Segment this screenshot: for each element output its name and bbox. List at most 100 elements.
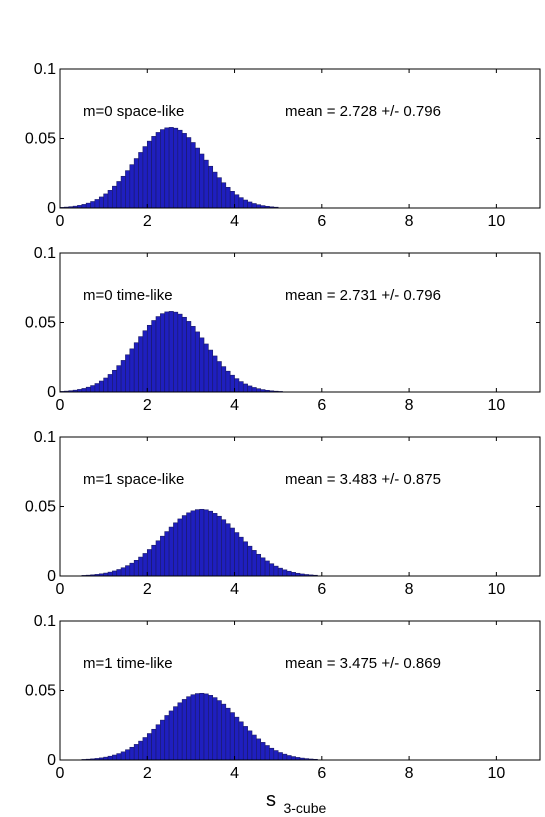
histogram-bar	[229, 374, 235, 393]
x-tick-label: 2	[143, 581, 152, 598]
histogram-bar	[173, 127, 179, 209]
histogram-bar	[264, 560, 270, 577]
x-axis-label: s 3-cube	[266, 789, 326, 816]
histogram-bar	[133, 342, 139, 393]
histogram-bar	[142, 330, 148, 393]
mean-annotation: mean = 2.728 +/- 0.796	[285, 103, 441, 120]
histogram-bar	[160, 719, 166, 761]
histogram-bar	[247, 201, 253, 209]
histogram-bar	[160, 535, 166, 577]
histogram-bar	[142, 553, 148, 577]
histogram-bar	[129, 562, 135, 577]
histogram-bar	[133, 560, 139, 577]
histogram-bar	[251, 550, 257, 577]
histogram-bar	[216, 361, 222, 393]
series-annotation: m=0 space-like	[83, 103, 184, 120]
histogram-bar	[125, 565, 131, 577]
histogram-bar	[273, 565, 279, 577]
histogram-bar	[120, 567, 126, 577]
histogram-bar	[282, 569, 288, 577]
y-tick-label: 0	[47, 568, 56, 585]
histogram-bar	[229, 527, 235, 577]
histogram-bar	[234, 194, 240, 209]
axes-frame	[59, 436, 541, 577]
histogram-bar	[247, 545, 253, 577]
y-tick-label: 0.1	[34, 429, 56, 446]
histogram-bar	[186, 512, 192, 577]
histogram-bar	[186, 696, 192, 761]
histogram-bar	[116, 365, 122, 393]
histogram-bar	[129, 746, 135, 761]
histogram-bar	[155, 132, 161, 209]
histogram-bar	[282, 753, 288, 761]
histogram-bar	[212, 513, 218, 577]
histogram-bar	[234, 716, 240, 761]
x-tick-label: 0	[56, 213, 65, 230]
panel: 0 2 4 6 8 10 0 0.05 0.1 m=1 time-like mean = 3.475…	[25, 613, 541, 782]
histogram-bar	[208, 695, 214, 761]
x-tick-label: 10	[487, 581, 505, 598]
panel: 0 2 4 6 8 10 0 0.05 0.1 m=1 space-like mean = 3.48…	[25, 429, 541, 598]
y-tick-label: 0.1	[34, 613, 56, 630]
histogram-bar	[177, 518, 183, 577]
histogram-bar	[216, 700, 222, 761]
mean-annotation: mean = 3.475 +/- 0.869	[285, 655, 441, 672]
histogram-bar	[146, 733, 152, 761]
histogram-bar	[90, 201, 96, 209]
histogram-bar	[203, 343, 209, 393]
histogram-bar	[186, 321, 192, 393]
histogram-bar	[290, 756, 296, 761]
histogram-bar	[221, 703, 227, 761]
histogram-bar	[234, 378, 240, 393]
histogram-bar	[242, 199, 248, 209]
histogram-bar	[199, 337, 205, 393]
histogram-bar	[277, 567, 283, 577]
histogram-bar	[225, 523, 231, 577]
y-tick-label: 0.05	[25, 315, 56, 332]
histogram-bar	[85, 202, 91, 209]
y-tick-label: 0.05	[25, 131, 56, 148]
histogram-bar	[138, 740, 144, 761]
series-annotation: m=1 space-like	[83, 471, 184, 488]
x-tick-label: 0	[56, 581, 65, 598]
histogram-bar	[221, 182, 227, 209]
histogram-bar	[264, 745, 270, 761]
histogram-bar	[133, 744, 139, 761]
histogram-bar	[164, 311, 170, 393]
histogram-bar	[203, 509, 209, 577]
histogram-bar	[256, 738, 262, 761]
histogram-bar	[177, 313, 183, 393]
histogram-bar	[138, 336, 144, 393]
histogram-bar	[242, 383, 248, 393]
series-annotation: m=1 time-like	[83, 655, 173, 672]
mean-annotation: mean = 2.731 +/- 0.796	[285, 287, 441, 304]
histogram-bar	[238, 536, 244, 577]
histogram-bar	[208, 510, 214, 577]
histogram-bar	[203, 159, 209, 209]
histogram-bar	[190, 694, 196, 761]
x-tick-label: 10	[487, 213, 505, 230]
histogram-bar	[225, 187, 231, 209]
histogram-bar	[151, 728, 157, 761]
y-tick-label: 0	[47, 752, 56, 769]
histogram-bar	[247, 385, 253, 393]
histogram-bar	[247, 730, 253, 761]
histogram-bar	[190, 326, 196, 393]
histogram-bar	[151, 320, 157, 393]
y-tick-label: 0.1	[34, 61, 56, 78]
histogram-bar	[164, 715, 170, 761]
bars	[81, 692, 318, 761]
axes-frame	[59, 620, 541, 761]
histogram-bar	[177, 129, 183, 209]
histogram-bar	[221, 519, 227, 577]
histogram-bar	[216, 177, 222, 209]
histogram-bar	[142, 146, 148, 209]
panel: 0 2 4 6 8 10 0 0.05 0.1 m=0 time-like mean = 2.731…	[25, 245, 541, 414]
histogram-bar	[94, 199, 100, 209]
histogram-bar	[238, 197, 244, 209]
histogram-bar	[160, 313, 166, 393]
histogram-bar	[155, 316, 161, 393]
histogram-bar	[138, 556, 144, 577]
histogram-bar	[212, 697, 218, 761]
histogram-bar	[190, 510, 196, 577]
